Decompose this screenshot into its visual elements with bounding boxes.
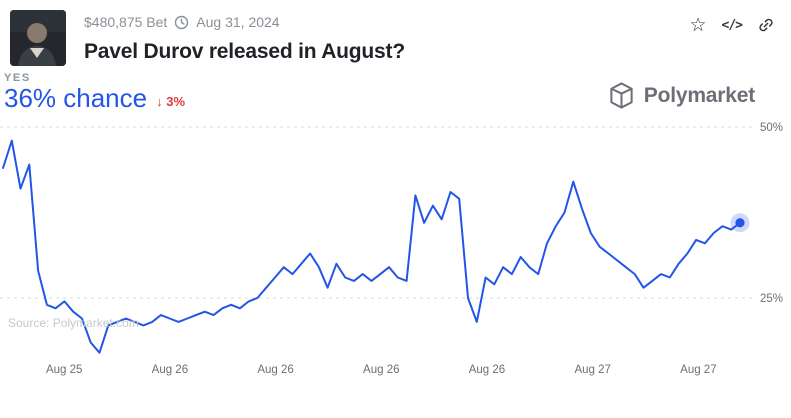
- outcome-label: YES: [4, 72, 31, 84]
- embed-code-icon[interactable]: </>: [721, 17, 744, 33]
- outcome-row: YES 36% chance ↓ 3% Polymarket: [0, 66, 791, 112]
- market-title: Pavel Durov released in August?: [84, 40, 405, 63]
- x-axis-label: Aug 26: [151, 364, 189, 377]
- bet-amount: $480,875 Bet: [84, 14, 168, 30]
- x-axis-label: Aug 26: [257, 364, 294, 377]
- y-axis-label: 25%: [760, 293, 783, 305]
- price-chart-svg[interactable]: 25% 50%: [0, 116, 791, 363]
- header: $480,875 Bet Aug 31, 2024 Pavel Durov re…: [0, 0, 791, 66]
- outcome-block: YES 36% chance ↓ 3%: [4, 72, 185, 112]
- header-text: $480,875 Bet Aug 31, 2024 Pavel Durov re…: [84, 10, 689, 64]
- meta-row: $480,875 Bet Aug 31, 2024: [84, 14, 689, 30]
- star-icon[interactable]: ☆: [689, 14, 707, 36]
- link-icon[interactable]: [757, 15, 775, 35]
- market-end-date: Aug 31, 2024: [196, 14, 280, 30]
- polymarket-wordmark: Polymarket: [643, 83, 755, 107]
- x-axis-label: Aug 25: [45, 364, 83, 377]
- polymarket-logo-icon: [610, 82, 633, 109]
- chance-change: ↓ 3%: [156, 94, 186, 110]
- clock-icon: [175, 15, 189, 29]
- price-chart[interactable]: 25% 50% Source: Polymarket.com Aug 25 Aug …: [0, 116, 791, 386]
- x-axis-label: Aug 26: [363, 364, 400, 377]
- x-axis-label: Aug 27: [680, 364, 717, 377]
- x-axis: Aug 25 Aug 26 Aug 26 Aug 26 Aug 26 Aug 27 Aug …: [0, 364, 755, 384]
- chance-row: 36% chance ↓ 3%: [4, 83, 186, 113]
- x-axis-label: Aug 27: [574, 364, 611, 377]
- chance-value: 36% chance: [4, 83, 148, 113]
- avatar-silhouette: [10, 10, 66, 66]
- current-point-dot: [735, 218, 745, 228]
- price-line: [2, 139, 741, 354]
- polymarket-logo[interactable]: Polymarket: [608, 81, 755, 112]
- y-axis-label: 50%: [760, 122, 783, 134]
- x-axis-label: Aug 26: [468, 364, 506, 377]
- market-avatar: [10, 10, 66, 66]
- header-actions: ☆ </>: [689, 10, 775, 35]
